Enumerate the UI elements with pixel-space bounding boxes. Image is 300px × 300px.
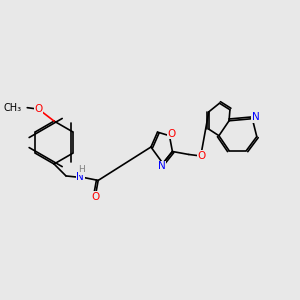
Text: H: H bbox=[78, 166, 85, 175]
Text: O: O bbox=[167, 129, 175, 139]
Text: O: O bbox=[91, 192, 99, 202]
Text: O: O bbox=[34, 104, 43, 114]
Text: N: N bbox=[158, 161, 166, 171]
Text: N: N bbox=[76, 172, 84, 182]
Text: CH₃: CH₃ bbox=[4, 103, 22, 113]
Text: O: O bbox=[197, 151, 206, 161]
Text: N: N bbox=[252, 112, 260, 122]
